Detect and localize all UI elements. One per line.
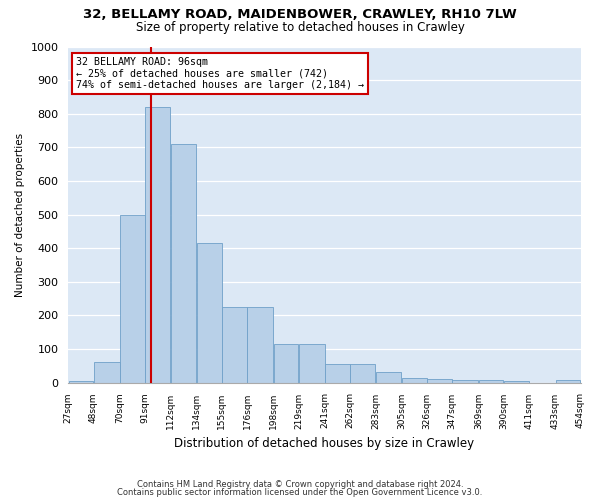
Bar <box>247 307 273 382</box>
X-axis label: Distribution of detached houses by size in Crawley: Distribution of detached houses by size … <box>175 437 475 450</box>
Bar <box>120 214 145 382</box>
Bar <box>427 379 452 382</box>
Bar <box>68 381 93 382</box>
Bar <box>350 364 375 382</box>
Bar <box>376 372 401 382</box>
Text: Size of property relative to detached houses in Crawley: Size of property relative to detached ho… <box>136 21 464 34</box>
Text: 32 BELLAMY ROAD: 96sqm
← 25% of detached houses are smaller (742)
74% of semi-de: 32 BELLAMY ROAD: 96sqm ← 25% of detached… <box>76 56 364 90</box>
Y-axis label: Number of detached properties: Number of detached properties <box>15 132 25 296</box>
Bar <box>222 307 247 382</box>
Text: Contains public sector information licensed under the Open Government Licence v3: Contains public sector information licen… <box>118 488 482 497</box>
Bar <box>504 381 529 382</box>
Text: Contains HM Land Registry data © Crown copyright and database right 2024.: Contains HM Land Registry data © Crown c… <box>137 480 463 489</box>
Bar <box>197 243 221 382</box>
Bar <box>170 144 196 382</box>
Bar <box>94 362 119 382</box>
Text: 32, BELLAMY ROAD, MAIDENBOWER, CRAWLEY, RH10 7LW: 32, BELLAMY ROAD, MAIDENBOWER, CRAWLEY, … <box>83 8 517 20</box>
Bar <box>145 107 170 382</box>
Bar <box>479 380 503 382</box>
Bar <box>274 344 298 383</box>
Bar <box>402 378 427 382</box>
Bar <box>452 380 478 382</box>
Bar <box>299 344 325 383</box>
Bar <box>556 380 580 382</box>
Bar <box>325 364 350 382</box>
